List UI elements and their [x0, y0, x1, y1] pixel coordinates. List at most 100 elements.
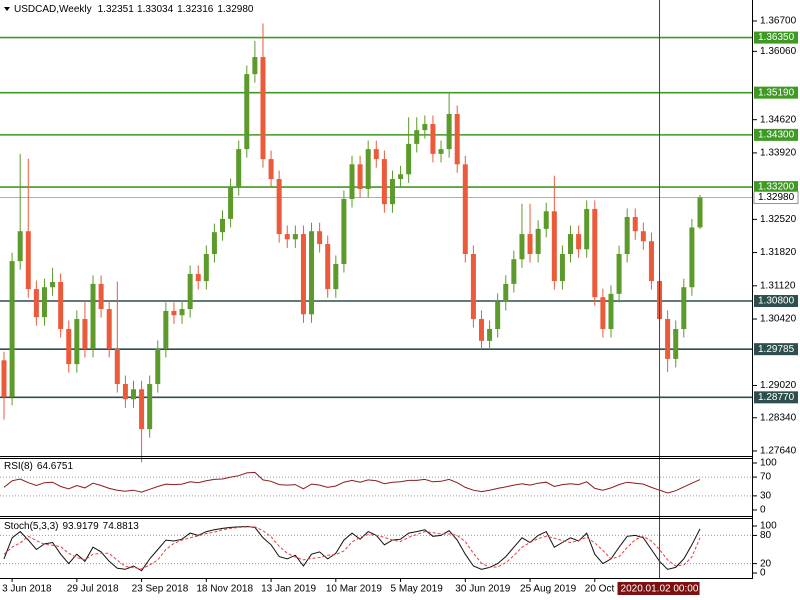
candle-body [325, 244, 331, 290]
candle-body [74, 319, 80, 365]
candle-body [317, 231, 323, 245]
candle-body [568, 234, 574, 255]
candle-body [163, 310, 169, 349]
candle-body [236, 149, 242, 188]
x-tick-label: 20 Oct 2019 [585, 584, 640, 595]
candle-body [478, 319, 484, 341]
y-tick-label: 1.36700 [760, 16, 797, 27]
y-tick-label: 1.27640 [760, 446, 797, 457]
candle-body [122, 384, 128, 400]
candle-body [495, 301, 501, 329]
chart-header: USDCAD,Weekly 1.32351 1.33034 1.32316 1.3298… [14, 4, 254, 15]
candle-body [535, 228, 541, 255]
candle-body [576, 234, 582, 250]
candle-body [511, 259, 517, 284]
candle-body [9, 261, 15, 397]
level-label: 1.33200 [758, 182, 795, 193]
candle-body [446, 113, 452, 150]
y-tick-label: 100 [760, 458, 777, 469]
plot-layer [0, 23, 752, 572]
candle-body [333, 263, 339, 290]
candle-body [357, 164, 363, 189]
x-tick-label: 25 Aug 2019 [520, 584, 577, 595]
candle-body [365, 149, 371, 189]
candle-body [543, 211, 549, 229]
candle-body [398, 174, 404, 180]
candle-body [438, 149, 444, 154]
crosshair-label-bg [617, 582, 700, 595]
candle-body [292, 234, 298, 240]
level-label: 1.36350 [758, 32, 795, 43]
candle-body [33, 289, 39, 318]
y-tick-label: 1.34620 [760, 114, 797, 125]
y-tick-label: 1.32520 [760, 214, 797, 225]
candle-body [25, 231, 31, 290]
candle-body [341, 198, 347, 264]
candle-body [284, 234, 290, 240]
candle-body [584, 208, 590, 250]
indicator-line [3, 526, 701, 570]
candle-body [616, 254, 622, 294]
candle-body [470, 254, 476, 320]
level-label-bg [754, 128, 798, 141]
y-tick-label: 1.31820 [760, 247, 797, 258]
candle-body [503, 283, 509, 302]
candle-body [697, 197, 703, 228]
y-tick-label: 0 [760, 505, 766, 516]
candle-body [389, 179, 395, 205]
y-tick-label: 100 [760, 521, 777, 532]
candle-body [211, 232, 217, 255]
candle-body [106, 309, 112, 349]
level-label: 1.34300 [758, 130, 795, 141]
x-tick-label: 18 Nov 2018 [196, 584, 253, 595]
y-tick-label: 70 [760, 472, 772, 483]
level-label-bg [754, 391, 798, 404]
y-tick-label: 1.29020 [760, 380, 797, 391]
indicator-title: RSI(8) [4, 461, 33, 472]
y-tick-label: 20 [760, 558, 772, 569]
level-label-bg [754, 343, 798, 356]
candle-body [147, 384, 153, 430]
level-label: 1.35190 [758, 87, 795, 98]
time-axis-bg [0, 580, 800, 600]
y-tick-label: 0 [760, 568, 766, 579]
candle-body [195, 273, 201, 282]
candle-body [244, 74, 250, 150]
candle-body [673, 328, 679, 359]
candle-body [608, 293, 614, 329]
candle-body [462, 164, 468, 255]
indicator-header: RSI(8) 64.6751 [4, 461, 73, 472]
level-label-bg [754, 86, 798, 99]
candle-body [276, 179, 282, 235]
candle-body [600, 297, 606, 329]
candle-body [90, 283, 96, 349]
indicator-value: 74.8813 [103, 521, 140, 532]
candle-body [260, 57, 266, 160]
candle-body [179, 309, 185, 316]
candle-body [203, 254, 209, 282]
y-tick-label: 1.36060 [760, 46, 797, 57]
indicator-title: Stoch(5,3,3) [4, 521, 58, 532]
candle-body [422, 123, 428, 131]
candle-body [527, 234, 533, 255]
candle-body [220, 218, 226, 233]
x-tick-label: 29 Jul 2018 [67, 584, 119, 595]
header-value: 1.33034 [137, 4, 174, 15]
candle-body [252, 57, 258, 75]
level-label: 1.30800 [758, 296, 795, 307]
candle-body [414, 130, 420, 144]
x-tick-label: 5 May 2019 [391, 584, 444, 595]
header-value: 1.32316 [177, 4, 214, 15]
candle-body [41, 287, 47, 318]
indicator-value: 93.9179 [62, 521, 99, 532]
candle-body [592, 208, 598, 298]
current-price-label: 1.32980 [758, 192, 795, 203]
level-label-bg [754, 31, 798, 44]
candle-body [640, 231, 646, 242]
menu-triangle[interactable] [4, 7, 10, 11]
candle-body [50, 282, 56, 288]
candle-body [171, 310, 177, 316]
current-price-bg [753, 191, 799, 205]
